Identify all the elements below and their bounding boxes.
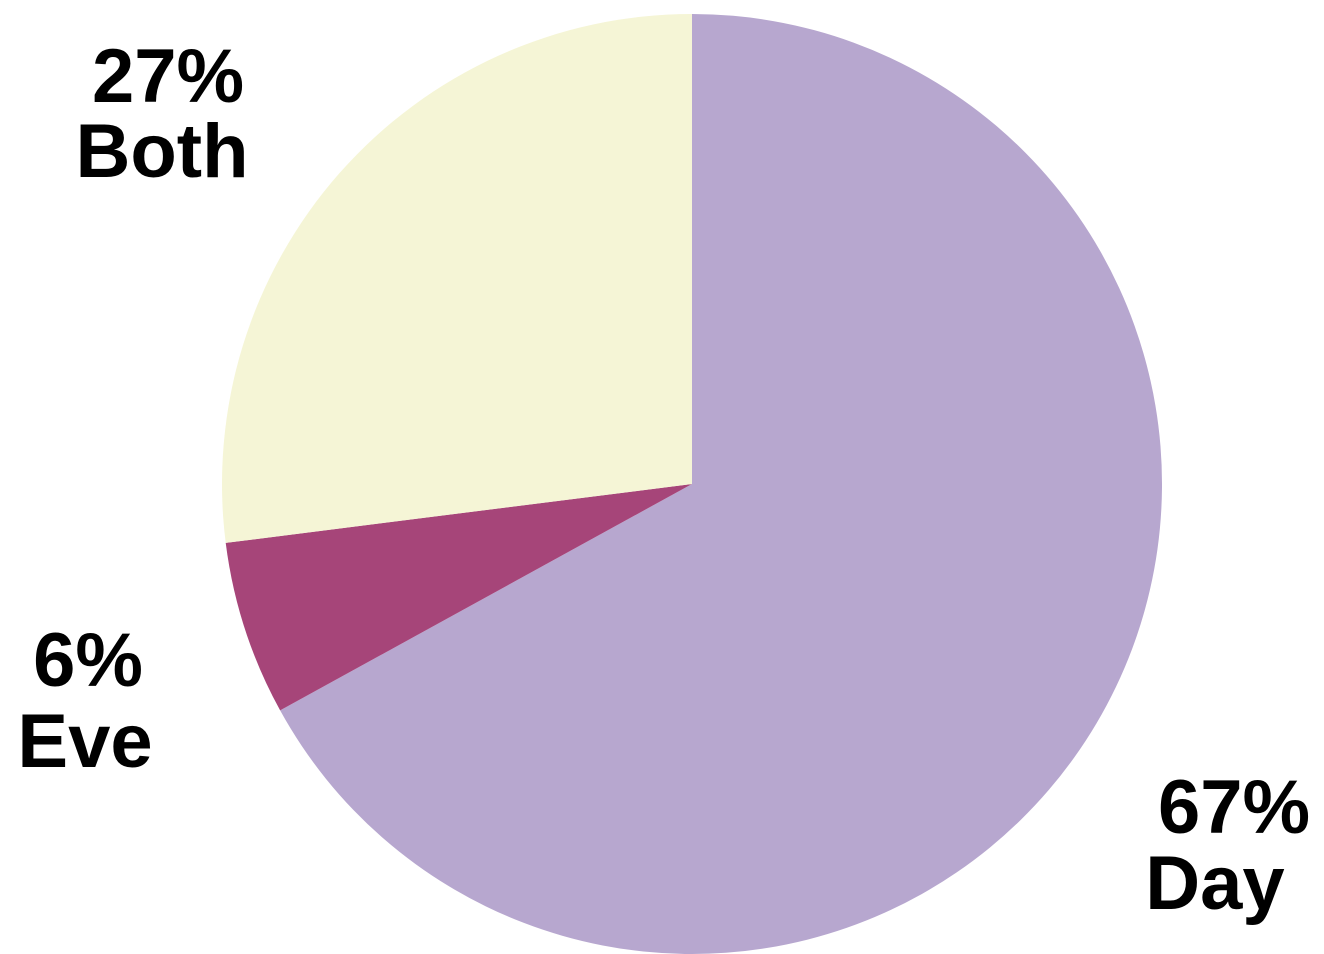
label-day: 67% Day	[1145, 765, 1310, 926]
label-both: 27% Both	[75, 34, 248, 194]
label-eve-name: Eve	[17, 699, 152, 784]
label-both-percent: 27%	[92, 34, 244, 119]
pie-slices	[222, 13, 1163, 954]
label-both-name: Both	[75, 109, 248, 194]
pie-slice-eve	[225, 484, 692, 711]
label-eve-percent: 6%	[33, 618, 143, 703]
label-day-percent: 67%	[1158, 765, 1310, 850]
pie-slice-day	[280, 13, 1163, 954]
label-day-name: Day	[1145, 841, 1284, 926]
label-eve: 6% Eve	[17, 618, 152, 784]
pie-slice-both	[222, 14, 693, 543]
